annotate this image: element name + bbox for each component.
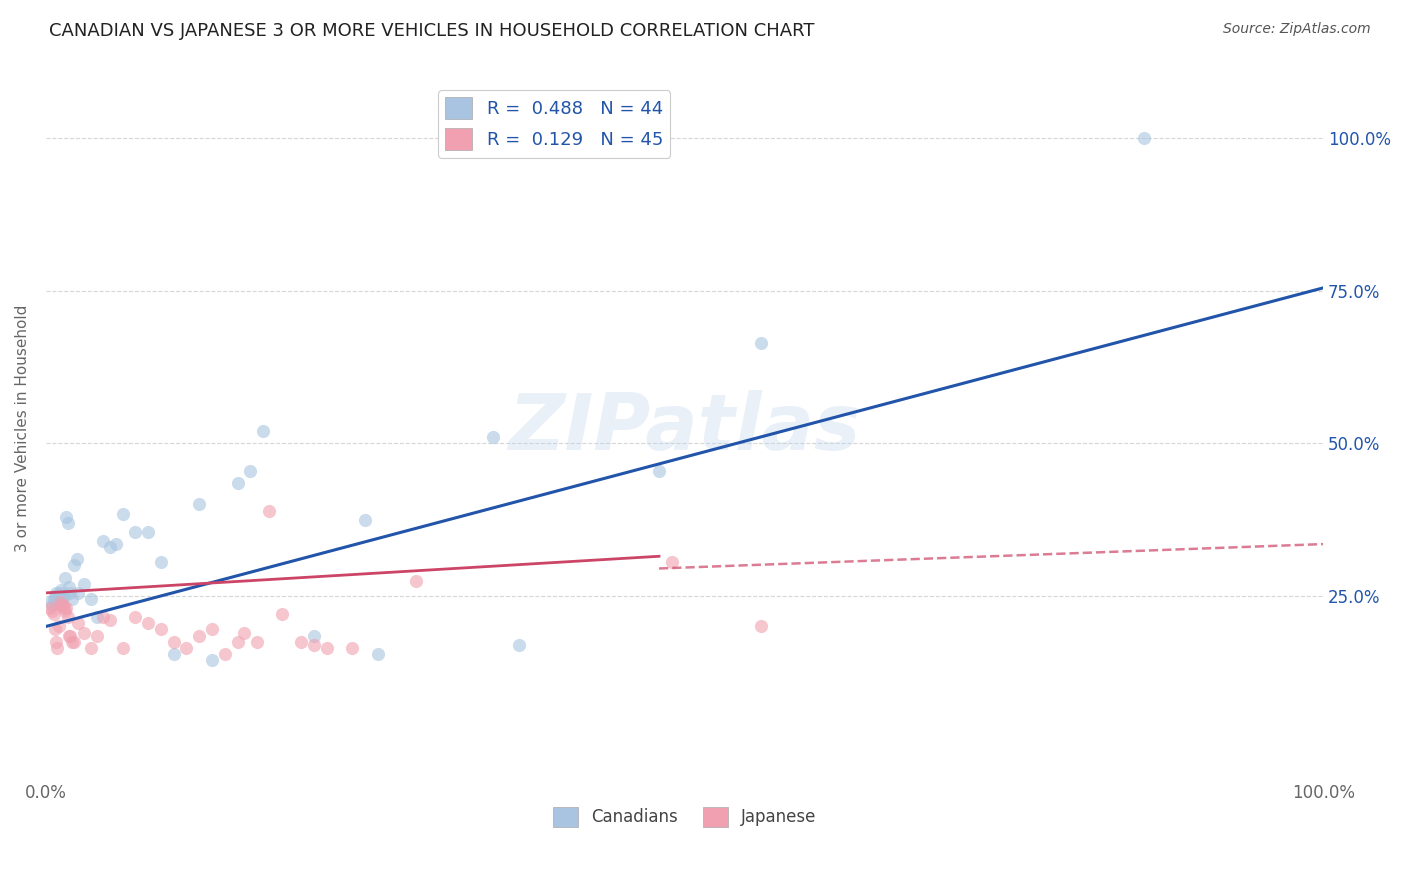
Point bbox=[59, 629, 82, 643]
Point bbox=[52, 601, 75, 615]
Point bbox=[93, 534, 115, 549]
Point bbox=[316, 640, 339, 655]
Point bbox=[52, 589, 75, 603]
Point bbox=[259, 503, 281, 517]
Point bbox=[79, 591, 101, 606]
Point bbox=[44, 589, 66, 603]
Point bbox=[163, 634, 186, 648]
Text: ZIPatlas: ZIPatlas bbox=[509, 390, 860, 467]
Point bbox=[46, 640, 69, 655]
Point bbox=[79, 640, 101, 655]
Point bbox=[252, 424, 274, 438]
Point bbox=[302, 638, 325, 652]
Point bbox=[246, 634, 269, 648]
Point bbox=[86, 610, 108, 624]
Point bbox=[60, 634, 83, 648]
Point bbox=[124, 610, 146, 624]
Point bbox=[136, 616, 159, 631]
Point bbox=[232, 625, 254, 640]
Point bbox=[52, 598, 75, 612]
Point bbox=[124, 524, 146, 539]
Point bbox=[201, 653, 224, 667]
Text: Source: ZipAtlas.com: Source: ZipAtlas.com bbox=[1223, 22, 1371, 37]
Point bbox=[46, 595, 69, 609]
Point bbox=[48, 619, 70, 633]
Point bbox=[59, 586, 82, 600]
Point bbox=[93, 610, 115, 624]
Point bbox=[405, 574, 427, 588]
Point bbox=[58, 629, 80, 643]
Point bbox=[188, 498, 211, 512]
Point bbox=[66, 586, 89, 600]
Point bbox=[56, 516, 79, 530]
Point bbox=[86, 629, 108, 643]
Point bbox=[188, 629, 211, 643]
Point bbox=[45, 586, 67, 600]
Point bbox=[63, 634, 86, 648]
Point bbox=[271, 607, 294, 622]
Point bbox=[163, 647, 186, 661]
Point bbox=[58, 580, 80, 594]
Point bbox=[149, 623, 172, 637]
Point bbox=[49, 586, 72, 600]
Point bbox=[45, 634, 67, 648]
Point bbox=[51, 598, 73, 612]
Point bbox=[55, 509, 77, 524]
Point bbox=[51, 582, 73, 597]
Point bbox=[41, 598, 63, 612]
Point bbox=[648, 464, 671, 478]
Point bbox=[65, 552, 87, 566]
Point bbox=[111, 507, 134, 521]
Point bbox=[111, 640, 134, 655]
Point bbox=[42, 607, 65, 622]
Point bbox=[98, 540, 121, 554]
Point bbox=[48, 591, 70, 606]
Point bbox=[42, 591, 65, 606]
Point bbox=[73, 576, 96, 591]
Point bbox=[63, 558, 86, 573]
Legend: Canadians, Japanese: Canadians, Japanese bbox=[546, 800, 823, 834]
Point bbox=[38, 601, 60, 615]
Point bbox=[290, 634, 312, 648]
Point bbox=[239, 464, 262, 478]
Point bbox=[508, 638, 530, 652]
Point bbox=[52, 589, 75, 603]
Point bbox=[53, 604, 76, 618]
Point bbox=[105, 537, 128, 551]
Point bbox=[201, 623, 224, 637]
Point bbox=[73, 625, 96, 640]
Point bbox=[749, 335, 772, 350]
Point bbox=[214, 647, 236, 661]
Point bbox=[66, 616, 89, 631]
Point bbox=[98, 613, 121, 627]
Point bbox=[342, 640, 364, 655]
Point bbox=[367, 647, 389, 661]
Point bbox=[53, 571, 76, 585]
Point bbox=[302, 629, 325, 643]
Point bbox=[226, 634, 249, 648]
Text: CANADIAN VS JAPANESE 3 OR MORE VEHICLES IN HOUSEHOLD CORRELATION CHART: CANADIAN VS JAPANESE 3 OR MORE VEHICLES … bbox=[49, 22, 814, 40]
Point bbox=[136, 524, 159, 539]
Point bbox=[60, 591, 83, 606]
Point bbox=[482, 430, 505, 444]
Point bbox=[44, 623, 66, 637]
Point bbox=[1133, 131, 1156, 145]
Y-axis label: 3 or more Vehicles in Household: 3 or more Vehicles in Household bbox=[15, 304, 30, 552]
Point bbox=[226, 476, 249, 491]
Point bbox=[661, 555, 683, 569]
Point bbox=[176, 640, 198, 655]
Point bbox=[49, 595, 72, 609]
Point bbox=[38, 595, 60, 609]
Point bbox=[41, 604, 63, 618]
Point bbox=[149, 555, 172, 569]
Point bbox=[56, 610, 79, 624]
Point bbox=[354, 513, 377, 527]
Point bbox=[55, 601, 77, 615]
Point bbox=[749, 619, 772, 633]
